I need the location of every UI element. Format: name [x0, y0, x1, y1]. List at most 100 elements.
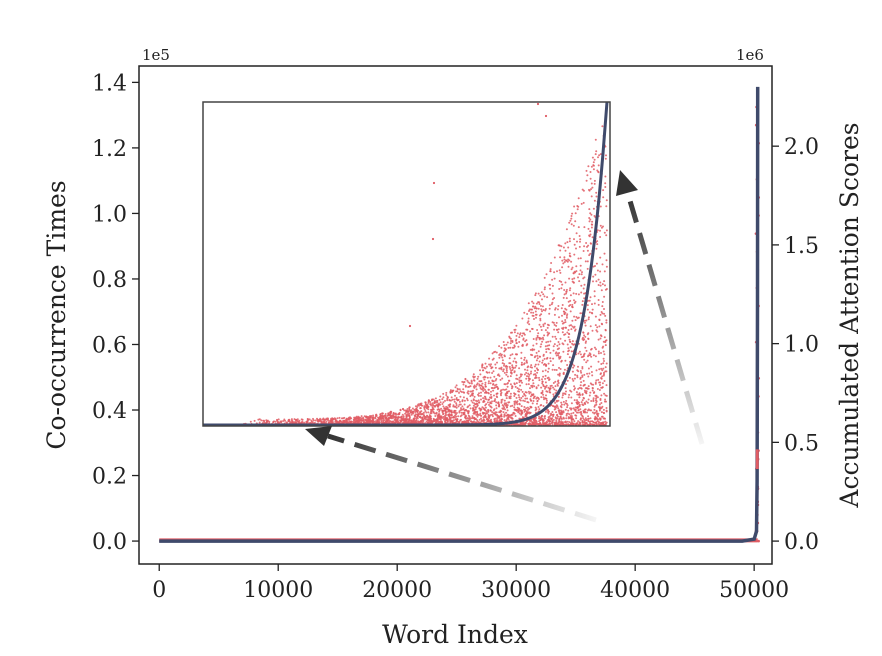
inset-scatter-point: [359, 419, 361, 421]
inset-scatter-point: [508, 401, 510, 403]
inset-scatter-point: [510, 375, 512, 377]
inset-scatter-point: [489, 396, 491, 398]
inset-scatter-point: [598, 325, 600, 327]
inset-scatter-point: [557, 308, 559, 310]
inset-scatter-point: [471, 417, 473, 419]
inset-scatter-point: [361, 415, 363, 417]
inset-scatter-point: [557, 374, 559, 376]
inset-scatter-point: [595, 404, 597, 406]
inset-scatter-point: [395, 415, 397, 417]
inset-scatter-point: [335, 421, 337, 423]
inset-scatter-point: [569, 356, 571, 358]
inset-scatter-point: [494, 364, 496, 366]
inset-scatter-point: [476, 403, 478, 405]
inset-scatter-point: [533, 385, 535, 387]
y-left-tick-label: 0.4: [92, 399, 127, 424]
inset-scatter-point: [464, 381, 466, 383]
inset-scatter-point: [498, 417, 500, 419]
inset-scatter-point: [522, 332, 524, 334]
inset-scatter-point: [545, 381, 547, 383]
inset-scatter-point: [479, 408, 481, 410]
inset-scatter-point: [595, 329, 597, 331]
inset-scatter-point: [433, 412, 435, 414]
inset-scatter-point: [589, 220, 591, 222]
inset-scatter-point: [551, 411, 553, 413]
inset-scatter-point: [525, 414, 527, 416]
inset-scatter-point: [569, 325, 571, 327]
inset-scatter-point: [327, 418, 329, 420]
inset-scatter-point: [385, 418, 387, 420]
inset-scatter-point: [578, 393, 580, 395]
inset-scatter-point: [565, 417, 567, 419]
inset-scatter-point: [472, 390, 474, 392]
inset-scatter-point: [564, 360, 566, 362]
inset-scatter-point: [544, 388, 546, 390]
inset-scatter-point: [554, 369, 556, 371]
inset-scatter-point: [504, 400, 506, 402]
inset-scatter-point: [530, 312, 532, 314]
inset-scatter-point: [585, 417, 587, 419]
inset-scatter-point: [291, 418, 293, 420]
inset-scatter-point: [547, 341, 549, 343]
inset-scatter-point: [402, 414, 404, 416]
inset-scatter-point: [571, 215, 573, 217]
inset-scatter-point: [414, 411, 416, 413]
inset-scatter-point: [257, 419, 259, 421]
inset-scatter-point: [596, 240, 598, 242]
inset-scatter-point: [278, 418, 280, 420]
inset-scatter-point: [480, 380, 482, 382]
inset-scatter-point: [544, 323, 546, 325]
inset-scatter-point: [569, 255, 571, 257]
inset-scatter-point: [510, 354, 512, 356]
inset-scatter-point: [576, 232, 578, 234]
inset-scatter-point: [473, 373, 475, 375]
inset-scatter-point: [606, 199, 608, 201]
inset-scatter-point: [558, 396, 560, 398]
inset-scatter-point: [478, 392, 480, 394]
inset-scatter-point: [546, 358, 548, 360]
inset-scatter-point: [584, 284, 586, 286]
inset-scatter-point: [436, 402, 438, 404]
inset-scatter-point: [599, 410, 601, 412]
inset-scatter-point: [561, 266, 563, 268]
inset-scatter-point: [511, 332, 513, 334]
inset-scatter-point: [595, 324, 597, 326]
inset-scatter-point: [571, 343, 573, 345]
inset-scatter-point: [473, 417, 475, 419]
inset-scatter-point: [507, 386, 509, 388]
inset-scatter-point: [601, 305, 603, 307]
inset-scatter-point: [605, 154, 607, 156]
inset-scatter-point: [557, 385, 559, 387]
inset-scatter-point: [552, 285, 554, 287]
inset-scatter-point: [425, 412, 427, 414]
inset-scatter-point: [467, 413, 469, 415]
inset-scatter-point: [526, 362, 528, 364]
inset-scatter-point: [422, 420, 424, 422]
inset-scatter-point: [541, 382, 543, 384]
inset-scatter-point: [573, 316, 575, 318]
inset-scatter-point: [587, 250, 589, 252]
inset-scatter-point: [490, 410, 492, 412]
inset-scatter-point: [571, 306, 573, 308]
inset-scatter-point: [469, 416, 471, 418]
inset-scatter-point: [589, 253, 591, 255]
inset-scatter-point: [477, 376, 479, 378]
inset-scatter-point: [564, 313, 566, 315]
inset-scatter-point: [590, 325, 592, 327]
inset-scatter-point: [535, 417, 537, 419]
inset-scatter-point: [521, 318, 523, 320]
inset-scatter-point: [538, 350, 540, 352]
inset-scatter-point: [593, 208, 595, 210]
inset-scatter-point: [594, 183, 596, 185]
inset-scatter-point: [493, 400, 495, 402]
inset-scatter-point: [563, 327, 565, 329]
inset-scatter-point: [515, 342, 517, 344]
inset-scatter-point: [459, 396, 461, 398]
inset-scatter-point: [567, 380, 569, 382]
inset-scatter-point: [511, 366, 513, 368]
inset-scatter-point: [434, 405, 436, 407]
inset-scatter-point: [555, 406, 557, 408]
inset-scatter-point: [497, 401, 499, 403]
inset-scatter-point: [561, 320, 563, 322]
inset-scatter-point: [589, 395, 591, 397]
